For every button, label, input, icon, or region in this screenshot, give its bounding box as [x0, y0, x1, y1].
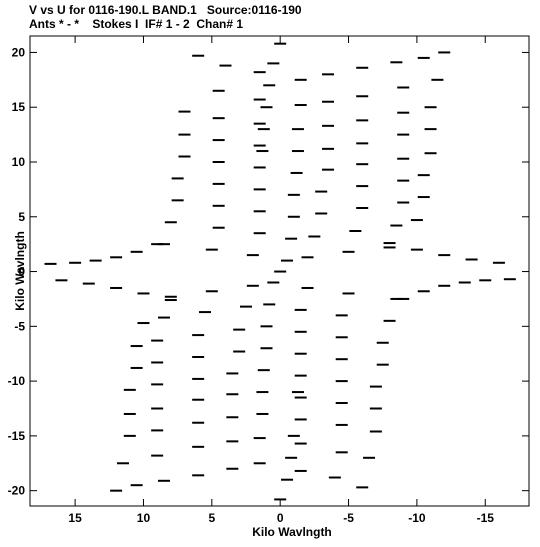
tick-labels: 15 10 5 0 -5 -10 -15 20 15 10 5 0 -5 -10 -15 -20 — [8, 45, 495, 525]
y-tick-label: -10 — [8, 374, 26, 388]
y-tick-label: -5 — [14, 319, 25, 333]
y-tick-label: -15 — [8, 429, 26, 443]
x-tick-label: 5 — [208, 511, 215, 525]
y-tick-label: 5 — [18, 210, 25, 224]
plot-frame — [29, 35, 530, 507]
y-tick-label: 15 — [12, 100, 26, 114]
data-points — [44, 42, 516, 501]
x-tick-label: -10 — [408, 511, 426, 525]
x-tick-label: 15 — [68, 511, 82, 525]
x-tick-label: 0 — [277, 511, 284, 525]
axis-ticks — [30, 36, 529, 506]
chart-title: V vs U for 0116-190.L BAND.1 Source:0116… — [29, 3, 302, 17]
x-tick-label: -5 — [343, 511, 354, 525]
x-axis-title: Kilo Wavlngth — [252, 525, 332, 539]
y-tick-label: -20 — [8, 484, 26, 498]
x-tick-label: 10 — [137, 511, 151, 525]
x-tick-label: -15 — [477, 511, 495, 525]
y-tick-label: 0 — [18, 265, 25, 279]
y-axis-title: Kilo Wavlngth — [13, 231, 27, 311]
y-tick-label: 20 — [12, 45, 26, 59]
y-tick-label: 10 — [12, 155, 26, 169]
chart-subtitle: Ants * - * Stokes I IF# 1 - 2 Chan# 1 — [29, 17, 244, 31]
